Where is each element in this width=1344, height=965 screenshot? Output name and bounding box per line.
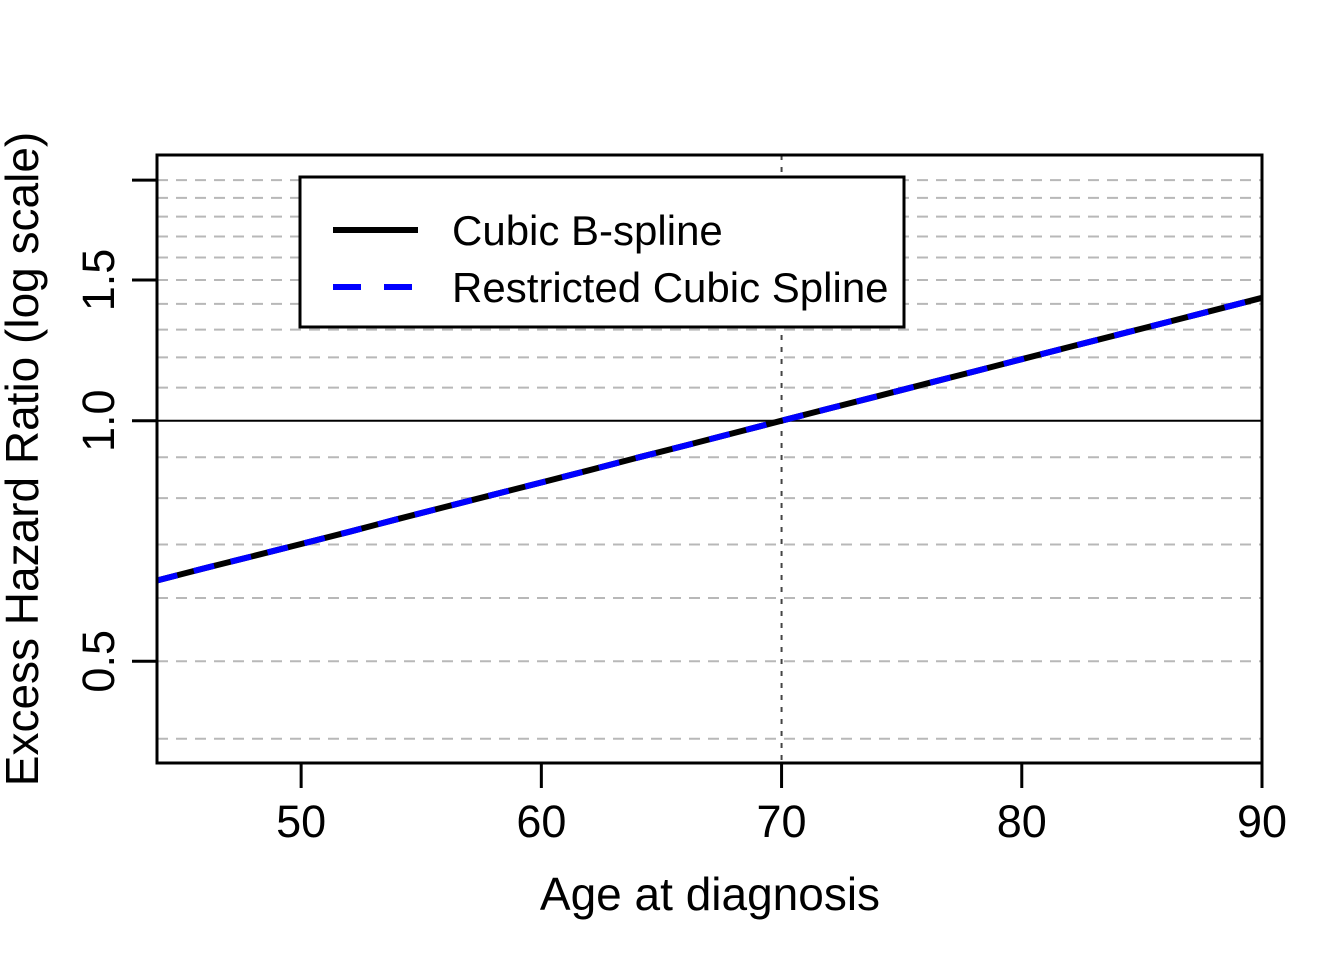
x-tick-label: 50 xyxy=(276,796,326,847)
legend-label-cubic-b-spline: Cubic B-spline xyxy=(452,207,723,254)
legend: Cubic B-spline Restricted Cubic Spline xyxy=(298,175,906,329)
y-axis-title: Excess Hazard Ratio (log scale) xyxy=(0,132,48,786)
plot-border xyxy=(155,153,1264,765)
x-tick-label: 90 xyxy=(1237,796,1287,847)
x-axis-title: Age at diagnosis xyxy=(540,868,880,920)
y-tick-label: 1.0 xyxy=(73,389,124,452)
legend-box xyxy=(298,175,906,329)
legend-label-restricted-cubic-spline: Restricted Cubic Spline xyxy=(452,264,889,311)
curve-restricted-cubic-spline xyxy=(156,294,1263,584)
axis-layer: 50 60 70 80 90 0.5 1.0 1.5 xyxy=(73,178,1287,847)
x-tick-label: 60 xyxy=(516,796,566,847)
y-tick-label: 1.5 xyxy=(73,249,124,312)
x-tick-label: 80 xyxy=(997,796,1047,847)
x-tick-label: 70 xyxy=(757,796,807,847)
reference-line-layer xyxy=(157,155,1262,763)
y-tick-label: 0.5 xyxy=(73,630,124,693)
series-layer xyxy=(156,294,1263,584)
